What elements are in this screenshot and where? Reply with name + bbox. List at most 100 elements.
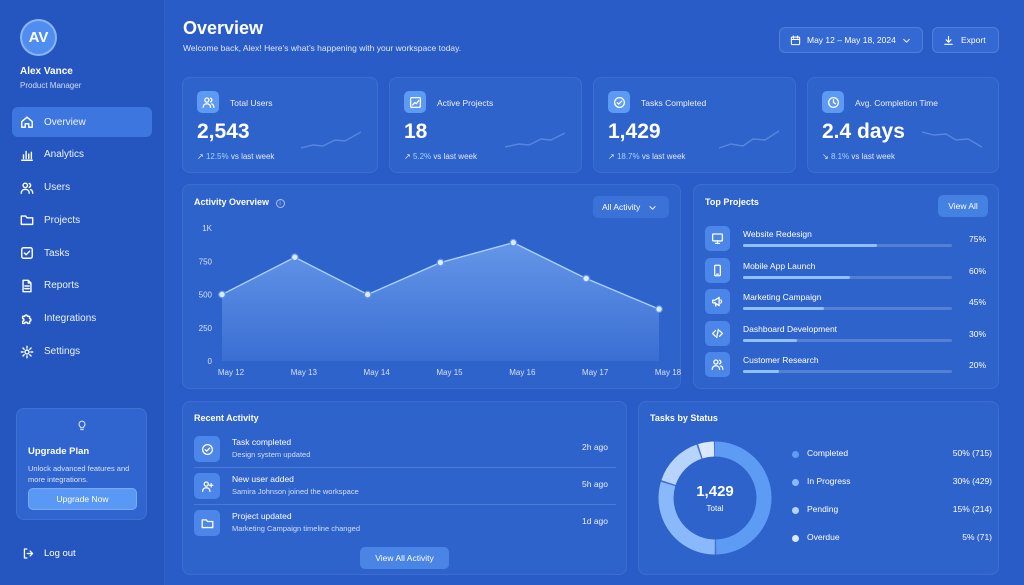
home-icon — [21, 116, 33, 128]
status-name: Overdue — [807, 532, 840, 542]
status-dot — [792, 535, 799, 542]
download-icon — [944, 35, 953, 45]
tasks-by-status-card: Tasks by Status 1,429 Total Completed 50… — [638, 401, 999, 575]
project-row[interactable]: Marketing Campaign 45% — [705, 289, 995, 317]
sidebar-item-integrations[interactable]: Integrations — [12, 304, 152, 334]
x-tick-label: May 13 — [291, 368, 318, 377]
activity-point[interactable] — [436, 258, 445, 267]
check-circle-icon — [201, 443, 213, 455]
megaphone-icon — [711, 296, 723, 307]
stat-card-tasks-completed: Tasks Completed 1,429 ↗ 18.7% vs last we… — [593, 77, 796, 173]
activity-item-subtitle: Design system updated — [232, 450, 311, 459]
status-legend-item: Completed 50% (715) — [792, 448, 992, 462]
project-name: Website Redesign — [743, 229, 812, 239]
status-dot — [792, 507, 799, 514]
activity-item[interactable]: Task completed Design system updated 2h … — [194, 434, 616, 468]
status-name: In Progress — [807, 476, 851, 486]
upgrade-now-button[interactable]: Upgrade Now — [28, 488, 137, 510]
export-label: Export — [961, 35, 986, 45]
monitor-icon — [711, 233, 724, 245]
calendar-icon — [790, 34, 801, 45]
date-range-picker[interactable]: May 12 – May 18, 2024 — [779, 27, 923, 53]
activity-overview-card: 0 250 500 750 1K May 12 May 13 May 14 May 15 May … — [182, 184, 682, 389]
project-percent: 20% — [968, 360, 986, 370]
sidebar-item-overview[interactable]: Overview — [12, 107, 152, 137]
activity-item-subtitle: Marketing Campaign timeline changed — [232, 524, 360, 533]
chevron-down-icon — [903, 38, 910, 43]
stat-change-suffix: vs last week — [641, 152, 686, 161]
project-progress-fill — [743, 370, 779, 373]
activity-item-title: Task completed — [232, 437, 292, 447]
activity-point[interactable] — [509, 238, 518, 247]
donut-slice-completed[interactable] — [658, 441, 772, 555]
project-name: Dashboard Development — [743, 323, 838, 334]
date-range-label: May 12 – May 18, 2024 — [807, 35, 896, 45]
activity-point[interactable] — [655, 305, 663, 314]
stat-change-percent: 8.1% — [830, 152, 850, 161]
y-tick-label: 750 — [199, 257, 213, 266]
sidebar-item-users[interactable]: Users — [12, 173, 152, 203]
activity-title-text: Activity Overview — [194, 197, 270, 207]
activity-item-time: 1d ago — [582, 516, 608, 526]
activity-point[interactable] — [218, 290, 226, 299]
export-button[interactable]: Export — [932, 27, 999, 53]
sidebar: AV Alex Vance Product Manager Overview A… — [0, 0, 165, 585]
stat-card-active-projects: Active Projects 18 ↗ 5.2% vs last week — [389, 77, 582, 173]
activity-point[interactable] — [363, 290, 372, 299]
project-progress-fill — [743, 244, 878, 247]
sparkline — [301, 131, 361, 149]
project-percent: 60% — [968, 265, 986, 276]
project-row[interactable]: Mobile App Launch 60% — [705, 257, 995, 286]
project-name: Marketing Campaign — [743, 292, 822, 302]
users-icon — [20, 182, 34, 194]
sidebar-item-label: Integrations — [44, 313, 97, 325]
status-dot — [792, 479, 799, 486]
stat-card-total-users: Total Users 2,543 ↗ 12.5% vs last week — [182, 77, 378, 173]
code-icon — [711, 328, 724, 338]
sidebar-item-tasks[interactable]: Tasks — [12, 238, 152, 268]
project-progress-track — [743, 244, 952, 247]
page-subtitle: Welcome back, Alex! Here’s what’s happen… — [183, 43, 462, 53]
bar-chart-icon — [21, 150, 33, 161]
avatar[interactable]: AV — [20, 19, 57, 56]
activity-filter-dropdown[interactable]: All Activity — [593, 196, 669, 218]
stat-change-percent: 12.5% — [205, 152, 229, 161]
project-progress-track — [743, 338, 952, 342]
x-tick-label: May 12 — [218, 368, 245, 377]
project-row[interactable]: Website Redesign 75% — [705, 226, 995, 254]
puzzle-icon — [21, 314, 32, 324]
activity-item[interactable]: Project updated Marketing Campaign timel… — [194, 508, 616, 542]
document-icon — [22, 279, 32, 293]
status-name: Pending — [807, 504, 839, 514]
sidebar-item-analytics[interactable]: Analytics — [12, 140, 152, 170]
activity-item[interactable]: New user added Samira Johnson joined the… — [194, 471, 616, 505]
stat-change-suffix: vs last week — [433, 152, 477, 161]
activity-point[interactable] — [290, 253, 299, 262]
users-icon — [711, 359, 724, 371]
activity-item-time: 5h ago — [582, 479, 608, 489]
logout-button[interactable]: Log out — [22, 547, 76, 560]
sidebar-item-label: Analytics — [44, 149, 85, 161]
tasks-status-title: Tasks by Status — [650, 413, 718, 423]
project-progress-track — [743, 307, 952, 310]
project-progress-fill — [743, 338, 797, 342]
sidebar-item-projects[interactable]: Projects — [12, 205, 152, 235]
y-tick-label: 1K — [202, 224, 212, 233]
logout-icon — [23, 548, 34, 559]
sidebar-item-reports[interactable]: Reports — [12, 271, 152, 301]
stat-change: ↘ 8.1% vs last week — [822, 152, 895, 161]
donut-slice-in-progress[interactable] — [658, 441, 772, 555]
user-plus-icon — [201, 480, 213, 492]
activity-point[interactable] — [582, 274, 591, 283]
sidebar-item-settings[interactable]: Settings — [12, 337, 152, 367]
info-icon[interactable]: i — [275, 199, 285, 208]
clock-icon — [827, 96, 839, 108]
project-row[interactable]: Customer Research 20% — [705, 352, 995, 380]
sidebar-item-label: Settings — [44, 346, 81, 358]
user-name: Alex Vance — [20, 66, 73, 77]
project-row[interactable]: Dashboard Development 30% — [705, 320, 995, 349]
donut-total-value: 1,429 — [696, 483, 734, 500]
view-all-projects-button[interactable]: View All — [938, 195, 988, 217]
view-all-activity-button[interactable]: View All Activity — [360, 547, 449, 569]
project-name: Customer Research — [743, 355, 819, 365]
